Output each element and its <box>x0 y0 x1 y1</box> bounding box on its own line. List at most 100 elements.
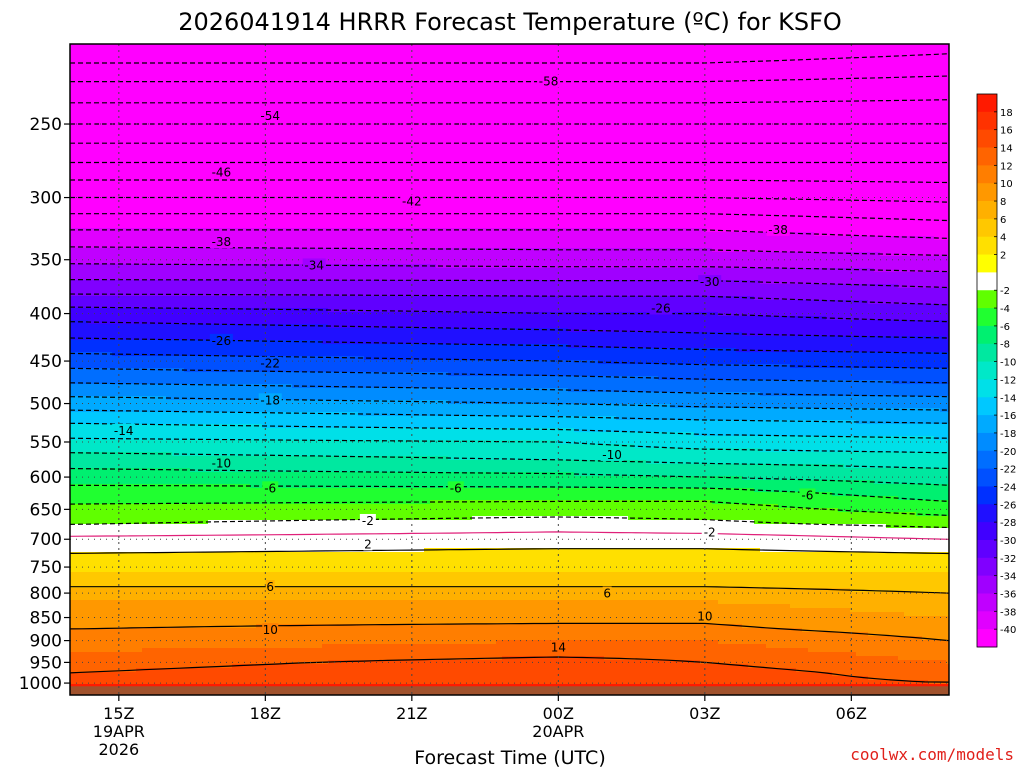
heat-cell <box>220 632 227 637</box>
heat-cell <box>202 88 209 93</box>
heat-cell <box>70 172 77 177</box>
heat-cell <box>106 392 113 397</box>
heat-cell <box>220 188 227 193</box>
heat-cell <box>190 592 197 597</box>
heat-cell <box>100 640 107 645</box>
heat-cell <box>154 240 161 245</box>
heat-cell <box>100 92 107 97</box>
heat-cell <box>124 168 131 173</box>
heat-cell <box>82 484 89 489</box>
heat-cell <box>70 200 77 205</box>
heat-cell <box>76 648 83 653</box>
heat-cell <box>124 640 131 645</box>
heat-cell <box>202 640 209 645</box>
heat-cell <box>238 676 245 681</box>
heat-cell <box>94 500 101 505</box>
heat-cell <box>244 504 251 509</box>
heat-cell <box>208 60 215 65</box>
heat-cell <box>214 380 221 385</box>
heat-cell <box>142 48 149 53</box>
heat-cell <box>166 180 173 185</box>
heat-cell <box>142 272 149 277</box>
heat-cell <box>214 356 221 361</box>
heat-cell <box>190 532 197 537</box>
heat-cell <box>196 644 203 649</box>
heat-cell <box>88 400 95 405</box>
heat-cell <box>172 308 179 313</box>
heat-cell <box>94 184 101 189</box>
heat-cell <box>220 304 227 309</box>
heat-cell <box>106 572 113 577</box>
heat-cell <box>130 256 137 261</box>
heat-cell <box>94 252 101 257</box>
heat-cell <box>196 376 203 381</box>
heat-cell <box>220 608 227 613</box>
heat-cell <box>178 596 185 601</box>
heat-cell <box>100 568 107 573</box>
heat-cell <box>160 56 167 61</box>
heat-cell <box>220 672 227 677</box>
heat-cell <box>166 676 173 681</box>
heat-cell <box>154 444 161 449</box>
heat-cell <box>106 60 113 65</box>
heat-cell <box>190 612 197 617</box>
heat-cell <box>166 420 173 425</box>
heat-cell <box>160 412 167 417</box>
heat-cell <box>178 92 185 97</box>
heat-cell <box>106 544 113 549</box>
heat-cell <box>160 336 167 341</box>
heat-cell <box>160 300 167 305</box>
heat-cell <box>154 548 161 553</box>
heat-cell <box>220 600 227 605</box>
heat-cell <box>154 648 161 653</box>
heat-cell <box>124 448 131 453</box>
heat-cell <box>154 468 161 473</box>
heat-cell <box>190 172 197 177</box>
heat-cell <box>226 252 233 257</box>
heat-cell <box>142 624 149 629</box>
heat-cell <box>148 644 155 649</box>
heat-cell <box>82 400 89 405</box>
heat-cell <box>232 504 239 509</box>
heat-cell <box>226 108 233 113</box>
plot-area <box>70 44 949 695</box>
heat-cell <box>106 320 113 325</box>
heat-cell <box>106 280 113 285</box>
heat-cell <box>118 140 125 145</box>
heat-cell <box>70 308 77 313</box>
heat-cell <box>130 356 137 361</box>
heat-cell <box>82 164 89 169</box>
heat-cell <box>208 472 215 477</box>
heat-cell <box>130 360 137 365</box>
heat-cell <box>130 320 137 325</box>
heat-cell <box>232 200 239 205</box>
heat-cell <box>136 384 143 389</box>
heat-cell <box>136 484 143 489</box>
heat-cell <box>166 496 173 501</box>
heat-cell <box>214 608 221 613</box>
heat-cell <box>160 144 167 149</box>
heat-cell <box>220 496 227 501</box>
heat-cell <box>208 280 215 285</box>
heat-cell <box>244 368 251 373</box>
heat-cell <box>160 528 167 533</box>
heat-cell <box>244 620 251 625</box>
heat-cell <box>130 508 137 513</box>
heat-cell <box>142 276 149 281</box>
heat-cell <box>184 280 191 285</box>
heat-cell <box>112 56 119 61</box>
heat-cell <box>244 276 251 281</box>
heat-cell <box>172 132 179 137</box>
heat-cell <box>130 184 137 189</box>
heat-cell <box>94 300 101 305</box>
heat-cell <box>118 44 125 49</box>
heat-cell <box>232 60 239 65</box>
heat-cell <box>238 124 245 129</box>
heat-cell <box>70 316 77 321</box>
heat-cell <box>214 400 221 405</box>
heat-cell <box>130 200 137 205</box>
heat-cell <box>202 288 209 293</box>
heat-cell <box>130 544 137 549</box>
heat-cell <box>142 180 149 185</box>
heat-cell <box>94 492 101 497</box>
